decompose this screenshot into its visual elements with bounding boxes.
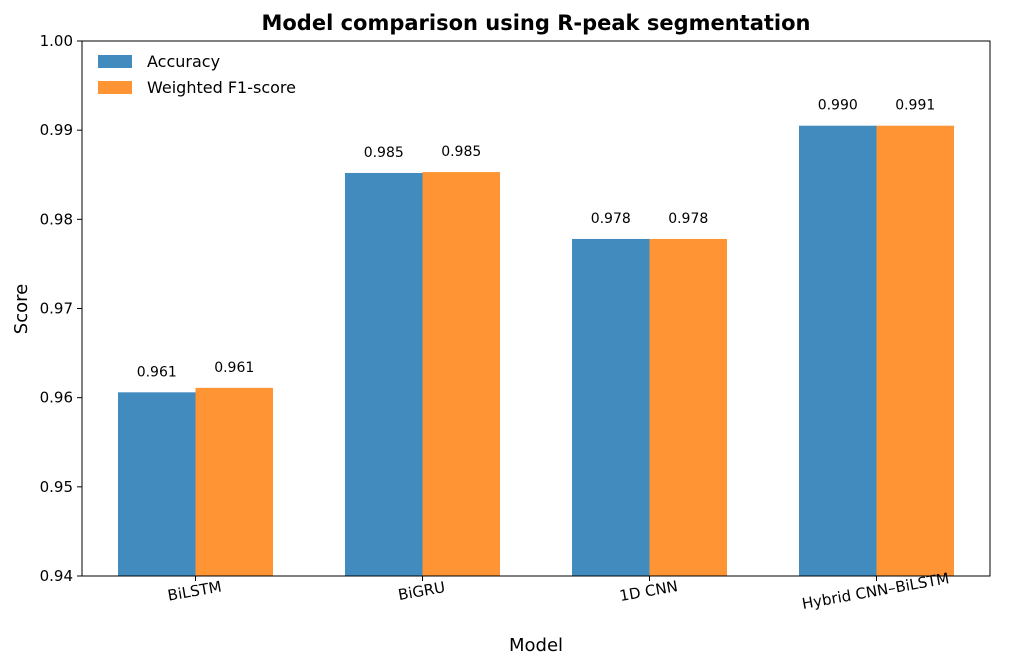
bar-accuracy-3 — [799, 125, 877, 576]
y-tick-label: 0.97 — [40, 300, 73, 318]
x-axis-label: Model — [509, 635, 563, 656]
bar-f1-3 — [876, 125, 954, 576]
legend-swatch — [98, 55, 132, 68]
data-label: 0.978 — [668, 211, 708, 227]
bars-group — [118, 125, 954, 576]
bar-f1-1 — [422, 172, 500, 576]
y-tick-label: 0.96 — [40, 389, 73, 407]
bar-f1-2 — [649, 238, 727, 576]
data-label: 0.985 — [364, 145, 404, 161]
y-tick-label: 0.94 — [40, 567, 73, 585]
legend: Accuracy Weighted F1-score — [98, 52, 296, 97]
chart-title: Model comparison using R-peak segmentati… — [261, 11, 810, 35]
bar-accuracy-0 — [118, 392, 196, 576]
y-tick-label: 1.00 — [40, 32, 73, 50]
data-labels-group: 0.961 0.985 0.978 0.990 0.961 0.985 0.978 0.991 — [137, 98, 936, 381]
y-axis-label: Score — [11, 284, 32, 334]
y-tick-label: 0.99 — [40, 121, 73, 139]
legend-label: Weighted F1-score — [147, 78, 296, 97]
data-label: 0.991 — [895, 98, 935, 114]
x-tick-label: BiLSTM — [166, 577, 223, 604]
data-label: 0.990 — [818, 98, 858, 114]
data-label: 0.961 — [214, 360, 254, 376]
x-tick-label: BiGRU — [397, 578, 447, 604]
bar-accuracy-2 — [572, 238, 650, 576]
x-tick-label: 1D CNN — [618, 577, 679, 605]
data-label: 0.978 — [591, 211, 631, 227]
legend-swatch — [98, 81, 132, 94]
bar-f1-0 — [195, 387, 273, 576]
bar-accuracy-1 — [345, 172, 423, 576]
y-tick-label: 0.95 — [40, 478, 73, 496]
data-label: 0.961 — [137, 364, 177, 380]
legend-label: Accuracy — [147, 52, 220, 71]
y-tick-label: 0.98 — [40, 210, 73, 228]
data-label: 0.985 — [441, 144, 481, 160]
y-axis-ticks: 0.94 0.95 0.96 0.97 0.98 0.99 1.00 — [40, 32, 82, 585]
